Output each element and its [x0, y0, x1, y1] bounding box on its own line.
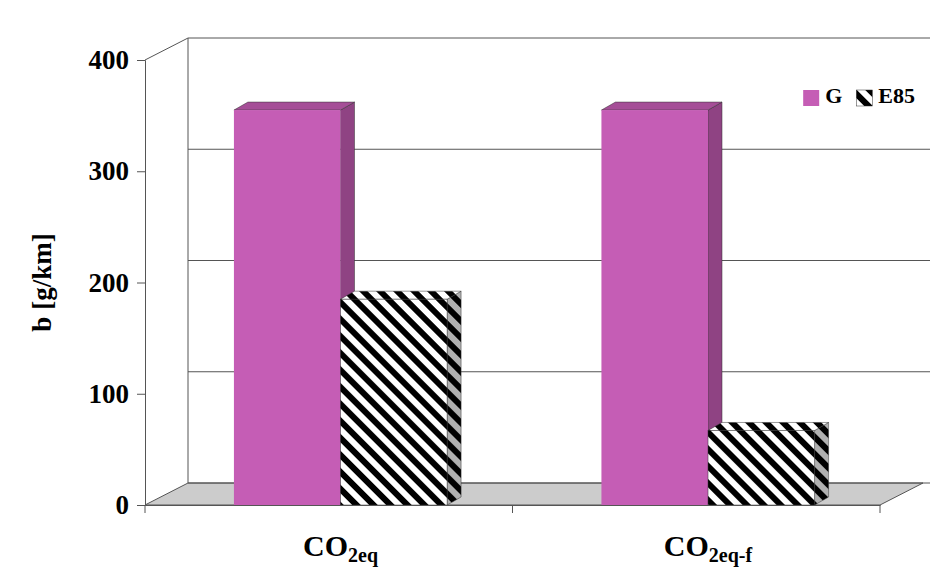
legend-swatch [856, 90, 872, 106]
y-tick-mark [137, 394, 145, 395]
x-tick: CO2eq-f [664, 529, 753, 567]
y-tick: 200 [89, 268, 146, 298]
bar-top [601, 102, 722, 110]
x-tick-label: CO2eq [303, 529, 378, 567]
y-tick: 400 [89, 45, 146, 75]
y-tick-label: 100 [89, 379, 130, 409]
bars [234, 102, 829, 505]
bar-3d [601, 102, 722, 505]
y-tick-mark [137, 283, 145, 284]
left-wall-top [145, 38, 188, 60]
x-boundary-tick [145, 505, 146, 513]
legend: G E85 [803, 83, 915, 108]
x-boundary-tick [880, 505, 881, 513]
bar [341, 299, 448, 505]
bar-top [341, 291, 462, 299]
y-axis-line [137, 61, 146, 506]
x-axis: CO2eq CO2eq-f [146, 506, 881, 568]
y-tick: 0 [116, 490, 146, 520]
y-tick-label: 200 [89, 268, 130, 298]
bar [601, 110, 708, 505]
y-tick-label: 0 [116, 490, 130, 520]
y-tick: 300 [89, 156, 146, 186]
chart: 0 100 200 300 400 CO2eq CO2eq-f b [g/km] G E85 [0, 0, 940, 582]
y-tick-mark [137, 505, 145, 506]
legend-swatch [803, 90, 819, 106]
y-axis: 0 100 200 300 400 [89, 45, 146, 520]
bar-top [234, 102, 355, 110]
y-axis-title: b [g/km] [27, 233, 57, 331]
x-boundary-tick [512, 505, 513, 513]
y-tick-mark [137, 60, 145, 61]
y-tick-mark [137, 171, 145, 172]
x-tick: CO2eq [303, 529, 378, 567]
y-tick-label: 300 [89, 156, 130, 186]
bar-3d [708, 422, 829, 505]
legend-label: E85 [878, 83, 915, 108]
legend-item: G [803, 83, 842, 108]
y-tick-label: 400 [89, 45, 130, 75]
x-tick-label: CO2eq-f [664, 529, 753, 567]
bar-top [708, 422, 829, 430]
bar-side [447, 291, 461, 505]
legend-label: G [825, 83, 842, 108]
grid-line [188, 38, 930, 39]
walls [145, 38, 923, 505]
bar [708, 430, 815, 505]
bar-side [815, 422, 829, 505]
bar-3d [234, 102, 355, 505]
legend-item: E85 [856, 83, 915, 108]
y-tick: 100 [89, 379, 146, 409]
bar-3d [341, 291, 462, 505]
bar [234, 110, 341, 505]
